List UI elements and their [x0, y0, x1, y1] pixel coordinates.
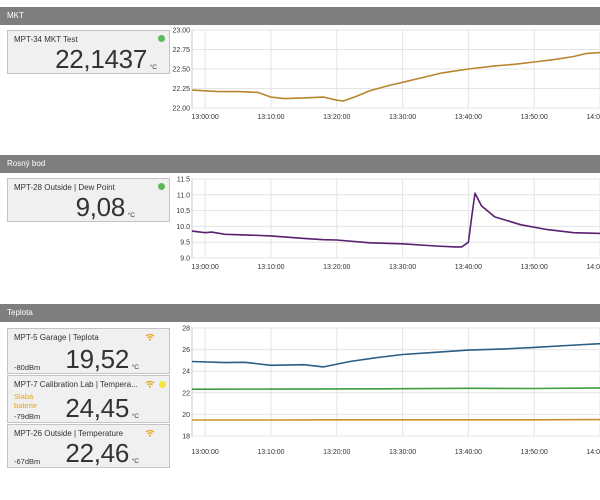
line-chart-dew-point: 13:00:00 13:10:00 13:20:00 13:30:00 13:40:00… [176, 177, 600, 271]
y-tick-label: 11.5 [177, 177, 190, 184]
sensor-value: 22,1437 [55, 44, 147, 74]
series-line [191, 192, 600, 248]
status-dot-icon [158, 35, 165, 42]
section-title: MKT [7, 11, 24, 20]
y-tick-label: 26 [182, 347, 190, 354]
y-tick-label: 20 [182, 412, 190, 419]
y-tick-label: 9.0 [180, 256, 190, 263]
sensor-value: 22,46 [65, 438, 129, 468]
x-tick-label: 13:00:00 [192, 114, 219, 121]
sensor-card-mpt-26[interactable]: MPT-26 Outside | Temperature -67dBm 22,4… [7, 424, 170, 468]
line-chart-mkt: 13:00:00 13:10:00 13:20:00 13:30:00 13:40:00… [172, 28, 600, 121]
series-line [191, 51, 600, 102]
status-dot-icon [158, 183, 165, 190]
signal-strength: -67dBm [14, 457, 41, 466]
battery-warning-dot-icon [159, 381, 166, 388]
x-tick-label: 13:10:00 [257, 114, 284, 121]
x-tick-label: 14:00:00 [586, 114, 600, 121]
y-tick-label: 24 [182, 369, 190, 376]
x-tick-label: 13:40:00 [455, 114, 482, 121]
sensor-card-mpt-34[interactable]: MPT-34 MKT Test 22,1437 °C [7, 30, 170, 74]
y-tick-label: 28 [182, 326, 190, 333]
sensor-name: MPT-28 Outside | Dew Point [14, 183, 115, 192]
chart-mkt[interactable]: 13:00:00 13:10:00 13:20:00 13:30:00 13:40:00… [172, 26, 600, 124]
sensor-unit: °C [131, 364, 139, 371]
y-tick-label: 9.5 [180, 240, 190, 247]
sensor-value: 9,08 [75, 192, 126, 222]
x-tick-label: 14:00:00 [586, 449, 600, 456]
y-tick-label: 18 [182, 434, 190, 441]
sensor-card-mpt-5[interactable]: MPT-5 Garage | Teplota -80dBm 19,52 °C [7, 328, 170, 374]
sensor-name: MPT-7 Calibration Lab | Tempera... [14, 380, 138, 389]
x-tick-label: 13:20:00 [323, 114, 350, 121]
x-tick-label: 13:30:00 [389, 264, 416, 271]
x-tick-label: 13:10:00 [257, 264, 284, 271]
y-tick-label: 22.25 [172, 86, 190, 93]
wifi-icon [145, 380, 155, 388]
section-title: Teplota [7, 308, 33, 317]
sensor-value: 24,45 [65, 393, 129, 423]
signal-strength: -80dBm [14, 363, 41, 372]
sensor-unit: °C [149, 64, 157, 71]
x-tick-label: 13:00:00 [192, 449, 219, 456]
y-tick-label: 10.0 [176, 224, 190, 231]
series-line [191, 342, 600, 368]
sensor-card-mpt-7[interactable]: MPT-7 Calibration Lab | Tempera... Slabá… [7, 375, 170, 423]
sensor-unit: °C [131, 458, 139, 465]
plot-area [191, 178, 600, 259]
x-tick-label: 13:50:00 [521, 264, 548, 271]
x-tick-label: 13:20:00 [323, 449, 350, 456]
x-tick-label: 13:30:00 [389, 114, 416, 121]
series-line [191, 387, 600, 390]
low-battery-warning-line2: baterie [14, 401, 37, 410]
section-header-temperature: Teplota [0, 304, 600, 322]
x-tick-label: 13:40:00 [455, 264, 482, 271]
chart-dew-point[interactable]: 13:00:00 13:10:00 13:20:00 13:30:00 13:40:00… [172, 174, 600, 274]
sensor-name: MPT-5 Garage | Teplota [14, 333, 99, 342]
y-tick-label: 22.00 [172, 106, 190, 113]
sensor-name: MPT-26 Outside | Temperature [14, 429, 124, 438]
x-tick-label: 13:30:00 [389, 449, 416, 456]
sensor-unit: °C [131, 413, 139, 420]
sensor-name: MPT-34 MKT Test [14, 35, 78, 44]
y-tick-label: 22 [182, 390, 190, 397]
low-battery-warning-line1: Slabá [14, 392, 34, 401]
y-tick-label: 11.0 [177, 192, 190, 199]
wifi-icon [145, 429, 155, 437]
plot-area [191, 327, 600, 437]
x-tick-label: 13:50:00 [521, 114, 548, 121]
sensor-unit: °C [127, 212, 135, 219]
x-tick-label: 13:40:00 [455, 449, 482, 456]
x-tick-label: 13:10:00 [257, 449, 284, 456]
sensor-value: 19,52 [65, 344, 129, 374]
y-tick-label: 10.5 [176, 208, 190, 215]
sensor-card-mpt-28[interactable]: MPT-28 Outside | Dew Point 9,08 °C [7, 178, 170, 222]
y-tick-label: 22.75 [172, 47, 190, 54]
signal-strength: -79dBm [14, 412, 41, 421]
chart-temperature[interactable]: 13:00:00 13:10:00 13:20:00 13:30:00 13:40:00… [172, 322, 600, 462]
section-title: Rosný bod [7, 159, 46, 168]
y-tick-label: 23.00 [172, 28, 190, 35]
x-tick-label: 13:20:00 [323, 264, 350, 271]
x-tick-label: 14:00:00 [586, 264, 600, 271]
section-header-mkt: MKT [0, 7, 600, 25]
y-tick-label: 22.50 [172, 67, 190, 74]
wifi-icon [145, 333, 155, 341]
section-header-dew-point: Rosný bod [0, 155, 600, 173]
line-chart-temperature: 13:00:00 13:10:00 13:20:00 13:30:00 13:40:00… [182, 326, 600, 456]
x-tick-label: 13:50:00 [521, 449, 548, 456]
x-tick-label: 13:00:00 [192, 264, 219, 271]
